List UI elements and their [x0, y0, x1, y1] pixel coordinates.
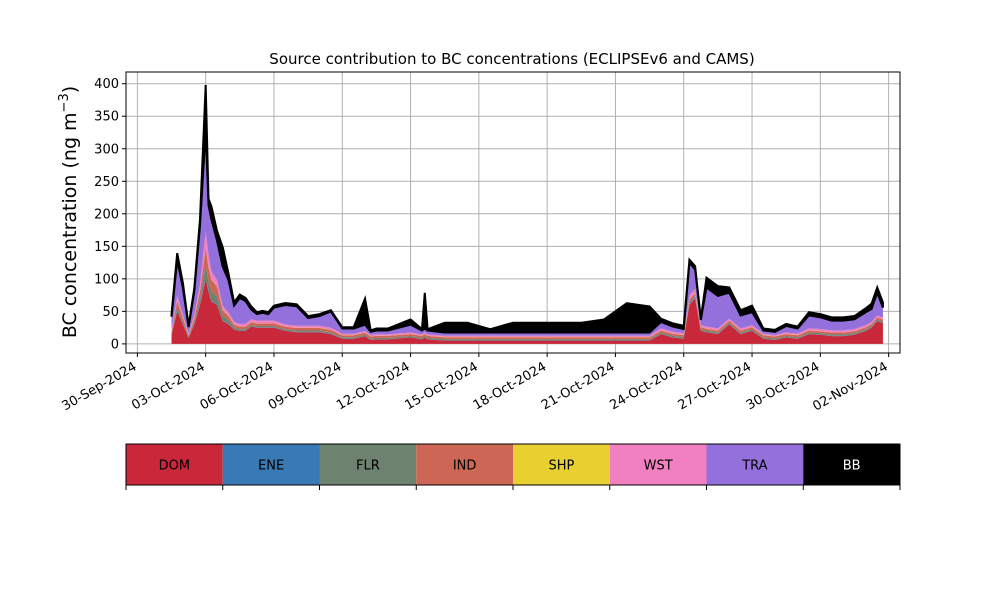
legend-colorbar: DOM ENE FLR IND SHP WST TRA BB — [125, 443, 901, 490]
y-tick-label: 400 — [94, 77, 119, 92]
chart-title: Source contribution to BC concentrations… — [269, 50, 754, 68]
x-tick-label: 27-Oct-2024 — [676, 359, 754, 413]
legend-label-ene: ENE — [258, 459, 284, 474]
area-bb — [170, 84, 884, 334]
x-tick-label: 30-Sep-2024 — [60, 359, 140, 414]
y-tick-label: 250 — [94, 175, 119, 190]
legend-label-bb: BB — [843, 459, 861, 474]
legend-swatch-flr — [319, 444, 417, 485]
legend-swatch-ind — [416, 444, 513, 485]
area-flr — [171, 264, 883, 341]
x-axis: 30-Sep-202403-Oct-202406-Oct-202409-Oct-… — [60, 353, 891, 414]
x-tick-label: 21-Oct-2024 — [539, 359, 617, 413]
x-tick-label: 06-Oct-2024 — [198, 359, 276, 413]
legend-label-tra: TRA — [741, 459, 767, 474]
x-tick-label: 30-Oct-2024 — [744, 359, 822, 413]
area-wst — [171, 231, 883, 337]
legend-label-flr: FLR — [356, 459, 380, 474]
legend-swatch-dom — [126, 444, 223, 485]
y-tick-label: 50 — [102, 305, 119, 320]
x-tick-label: 18-Oct-2024 — [471, 359, 549, 413]
y-tick-label: 200 — [94, 207, 119, 222]
stacked-areas — [170, 84, 884, 344]
legend-label-dom: DOM — [159, 459, 190, 474]
legend-swatch-ene — [222, 444, 320, 485]
y-axis: 0 50 100 150 200 250 300 350 400 — [94, 77, 126, 352]
area-dom — [171, 278, 883, 344]
y-tick-label: 100 — [94, 272, 119, 287]
legend-swatch-tra — [706, 444, 804, 485]
x-tick-label: 02-Nov-2024 — [810, 359, 890, 414]
y-axis-label: BC concentration (ng m−3) — [57, 86, 81, 338]
y-tick-label: 300 — [94, 142, 119, 157]
legend-swatch-wst — [609, 444, 707, 485]
plot-frame — [125, 71, 901, 354]
legend-label-ind: IND — [453, 459, 477, 474]
y-tick-label: 350 — [94, 110, 119, 125]
x-tick-label: 12-Oct-2024 — [334, 359, 412, 413]
area-tra — [171, 130, 883, 336]
legend-label-shp: SHP — [548, 459, 574, 474]
x-tick-label: 24-Oct-2024 — [607, 359, 685, 413]
legend-swatch-bb — [803, 444, 900, 485]
x-tick-label: 09-Oct-2024 — [266, 359, 344, 413]
y-tick-label: 0 — [111, 337, 119, 352]
legend-label-wst: WST — [644, 459, 673, 474]
legend-swatch-shp — [513, 444, 610, 485]
x-tick-label: 15-Oct-2024 — [402, 359, 480, 413]
x-tick-label: 03-Oct-2024 — [129, 359, 207, 413]
y-tick-label: 150 — [94, 240, 119, 255]
